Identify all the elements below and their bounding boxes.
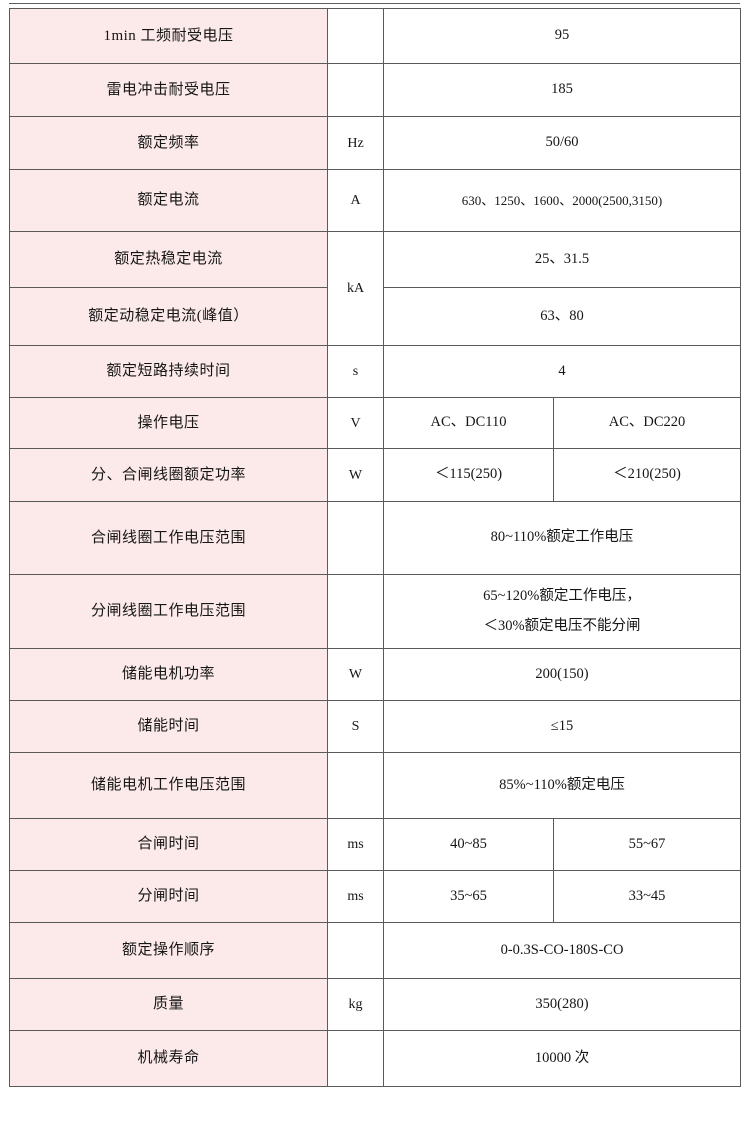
parameter-name-cell: 额定短路持续时间 [9, 345, 328, 398]
unit-cell [327, 752, 384, 819]
parameter-name-cell: 储能时间 [9, 700, 328, 753]
unit-cell: kA [327, 231, 384, 346]
value-cell: 185 [383, 63, 741, 117]
value-cell: 85%~110%额定电压 [383, 752, 741, 819]
parameter-name-cell: 合闸时间 [9, 818, 328, 871]
value-cell: 350(280) [383, 978, 741, 1031]
value-cell: 4 [383, 345, 741, 398]
unit-cell: S [327, 700, 384, 753]
unit-cell [327, 922, 384, 979]
technical-parameters-table: 1min 工频耐受电压 95 雷电冲击耐受电压 185 额定频率 Hz 50/60 额定电流 A… [9, 8, 741, 1087]
unit-cell [327, 1030, 384, 1087]
value-cell: 10000 次 [383, 1030, 741, 1087]
value-cell: 65~120%额定工作电压， ＜30%额定电压不能分闸 [383, 574, 741, 649]
parameter-name-cell: 分、合闸线圈额定功率 [9, 448, 328, 502]
value-line: ＜30%额定电压不能分闸 [483, 617, 641, 634]
value-cell: ≤15 [383, 700, 741, 753]
table-row: 储能电机工作电压范围 85%~110%额定电压 [9, 752, 741, 819]
table-row: 额定操作顺序 0-0.3S-CO-180S-CO [9, 922, 741, 979]
technical-parameters-body: 1min 工频耐受电压 95 雷电冲击耐受电压 185 额定频率 Hz 50/60 额定电流 A… [9, 8, 741, 1087]
table-row: 1min 工频耐受电压 95 [9, 8, 741, 64]
unit-cell: A [327, 169, 384, 232]
table-row: 额定热稳定电流 kA 25、31.5 [9, 231, 741, 346]
unit-cell [327, 8, 384, 64]
unit-cell: kg [327, 978, 384, 1031]
parameter-name-cell: 额定操作顺序 [9, 922, 328, 979]
table-row: 分闸时间 ms 35~65 33~45 [9, 870, 741, 923]
value-cell: 80~110%额定工作电压 [383, 501, 741, 575]
value-cell-secondary: 55~67 [553, 818, 741, 871]
unit-cell: ms [327, 870, 384, 923]
table-row: 操作电压 V AC、DC110 AC、DC220 [9, 397, 741, 449]
parameter-name-cell: 额定热稳定电流 [9, 231, 328, 288]
unit-cell: W [327, 448, 384, 502]
table-row: 合闸线圈工作电压范围 80~110%额定工作电压 [9, 501, 741, 575]
value-line: 65~120%额定工作电压， [483, 587, 641, 604]
table-row: 储能电机功率 W 200(150) [9, 648, 741, 701]
parameter-name-cell: 1min 工频耐受电压 [9, 8, 328, 64]
unit-cell: ms [327, 818, 384, 871]
table-row: 额定电流 A 630、1250、1600、2000(2500,3150) [9, 169, 741, 232]
table-row: 雷电冲击耐受电压 185 [9, 63, 741, 117]
value-cell: 200(150) [383, 648, 741, 701]
table-row: 额定动稳定电流(峰值） 63、80 [9, 287, 741, 346]
unit-cell: V [327, 397, 384, 449]
parameter-name-cell: 机械寿命 [9, 1030, 328, 1087]
unit-cell [327, 501, 384, 575]
value-cell: 0-0.3S-CO-180S-CO [383, 922, 741, 979]
value-cell-primary: ＜115(250) [383, 448, 554, 502]
unit-cell: W [327, 648, 384, 701]
unit-cell: s [327, 345, 384, 398]
table-row: 额定短路持续时间 s 4 [9, 345, 741, 398]
parameter-name-cell: 额定动稳定电流(峰值） [9, 287, 328, 346]
value-cell: 25、31.5 [383, 231, 741, 288]
parameter-name-cell: 储能电机功率 [9, 648, 328, 701]
parameter-name-cell: 储能电机工作电压范围 [9, 752, 328, 819]
parameter-name-cell: 额定频率 [9, 116, 328, 170]
unit-cell [327, 63, 384, 117]
value-cell-primary: AC、DC110 [383, 397, 554, 449]
table-row: 储能时间 S ≤15 [9, 700, 741, 753]
table-row: 机械寿命 10000 次 [9, 1030, 741, 1087]
value-cell: 95 [383, 8, 741, 64]
value-cell: 630、1250、1600、2000(2500,3150) [383, 169, 741, 232]
parameter-name-cell: 雷电冲击耐受电压 [9, 63, 328, 117]
value-cell-primary: 35~65 [383, 870, 554, 923]
table-row: 质量 kg 350(280) [9, 978, 741, 1031]
table-row: 合闸时间 ms 40~85 55~67 [9, 818, 741, 871]
unit-cell [327, 574, 384, 649]
value-cell-primary: 40~85 [383, 818, 554, 871]
unit-cell: Hz [327, 116, 384, 170]
value-cell-secondary: AC、DC220 [553, 397, 741, 449]
top-horizontal-rule [9, 3, 740, 4]
table-row: 分闸线圈工作电压范围 65~120%额定工作电压， ＜30%额定电压不能分闸 [9, 574, 741, 649]
value-cell: 63、80 [383, 287, 741, 346]
parameter-name-cell: 分闸时间 [9, 870, 328, 923]
parameter-name-cell: 分闸线圈工作电压范围 [9, 574, 328, 649]
value-cell-secondary: ＜210(250) [553, 448, 741, 502]
value-cell-secondary: 33~45 [553, 870, 741, 923]
parameter-name-cell: 操作电压 [9, 397, 328, 449]
parameter-name-cell: 质量 [9, 978, 328, 1031]
table-row: 分、合闸线圈额定功率 W ＜115(250) ＜210(250) [9, 448, 741, 502]
parameter-name-cell: 额定电流 [9, 169, 328, 232]
parameter-name-cell: 合闸线圈工作电压范围 [9, 501, 328, 575]
table-row: 额定频率 Hz 50/60 [9, 116, 741, 170]
value-cell: 50/60 [383, 116, 741, 170]
